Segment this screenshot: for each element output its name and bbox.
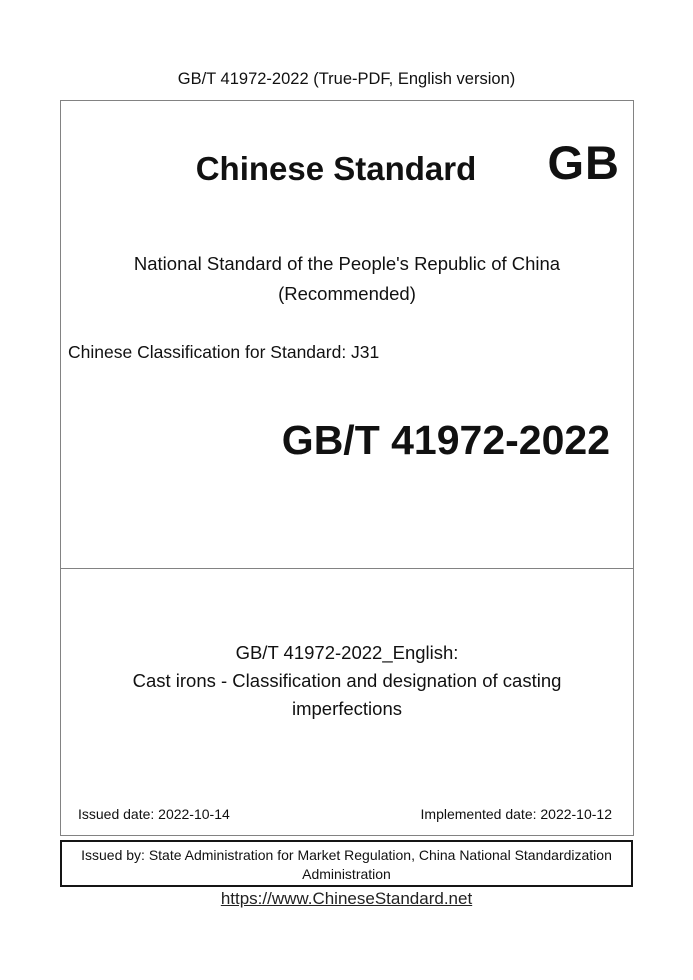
issuer-line1: Issued by: State Administration for Mark… bbox=[81, 847, 612, 863]
standard-number: GB/T 41972-2022 bbox=[281, 417, 610, 463]
classification-line: Chinese Classification for Standard: J31 bbox=[68, 342, 380, 362]
english-title-line3: imperfections bbox=[291, 698, 402, 719]
website-link[interactable]: https://www.ChineseStandard.net bbox=[220, 889, 473, 908]
implemented-date: Implemented date: 2022-10-12 bbox=[420, 806, 612, 822]
national-standard-line: National Standard of the People's Republ… bbox=[133, 253, 561, 274]
recommended-line: (Recommended) bbox=[278, 283, 416, 304]
cover-lower-section: GB/T 41972-2022_English: Cast irons - Cl… bbox=[61, 568, 633, 836]
english-title-line2: Cast irons - Classification and designat… bbox=[132, 670, 562, 691]
english-title-line1: GB/T 41972-2022_English: bbox=[235, 642, 459, 663]
english-title-block: GB/T 41972-2022_English: Cast irons - Cl… bbox=[61, 639, 633, 723]
brand-title: Chinese Standard bbox=[195, 150, 477, 187]
cover-main-box: Chinese Standard GB National Standard of… bbox=[60, 100, 634, 836]
dates-row: Issued date: 2022-10-14 Implemented date… bbox=[78, 805, 612, 823]
issuer-line2: Administration bbox=[302, 866, 391, 882]
gb-logo: GB bbox=[547, 136, 620, 189]
document-header: GB/T 41972-2022 (True-PDF, English versi… bbox=[177, 70, 516, 88]
issued-date: Issued date: 2022-10-14 bbox=[78, 806, 230, 822]
issuer-box: Issued by: State Administration for Mark… bbox=[60, 840, 633, 887]
national-standard-block: National Standard of the People's Republ… bbox=[61, 249, 633, 309]
website-link-container: https://www.ChineseStandard.net bbox=[0, 888, 693, 910]
